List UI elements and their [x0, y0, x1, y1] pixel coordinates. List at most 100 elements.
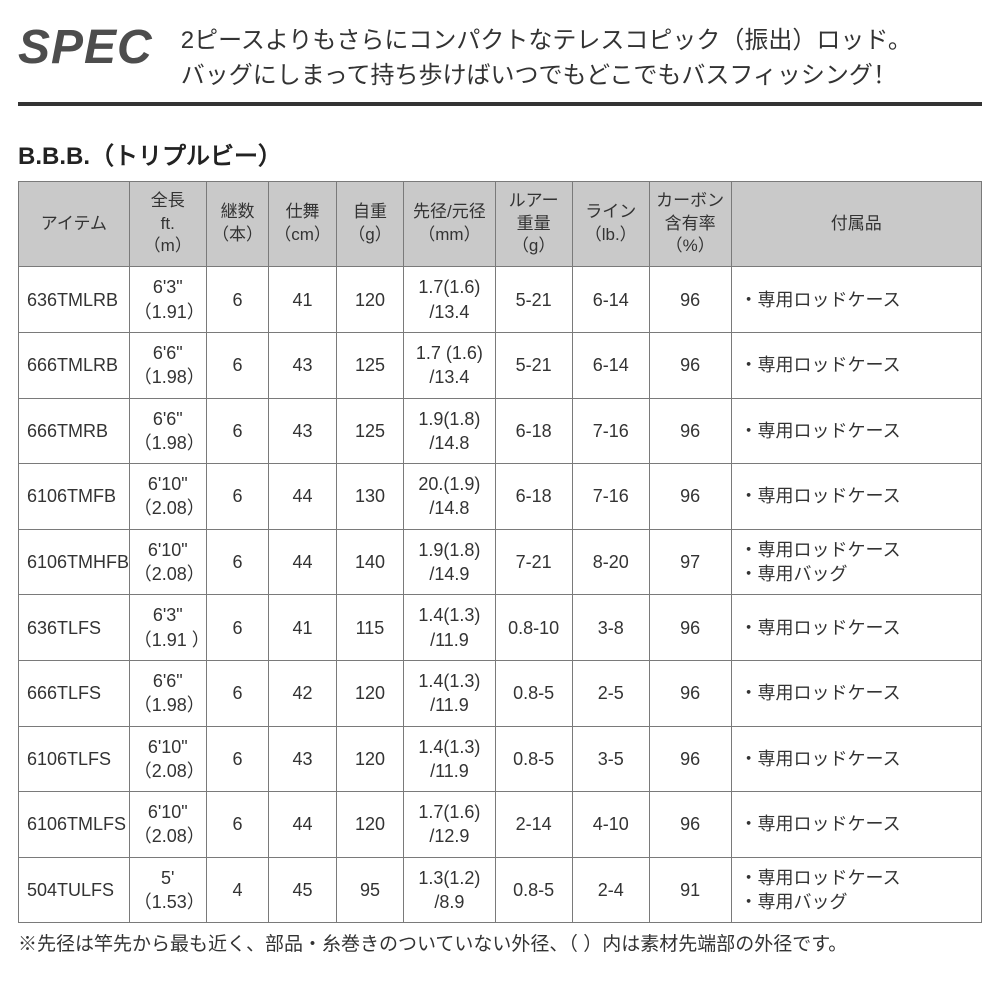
- cell-closed: 44: [269, 792, 336, 858]
- cell-line: 4-10: [572, 792, 649, 858]
- cell-pieces: 6: [206, 464, 269, 530]
- cell-length: 5'（1.53）: [129, 857, 206, 923]
- table-row: 666TLFS6'6"（1.98）6421201.4(1.3)/11.90.8-…: [19, 660, 982, 726]
- cell-pieces: 6: [206, 333, 269, 399]
- header: SPEC 2ピースよりもさらにコンパクトなテレスコピック（振出）ロッド。 バッグ…: [18, 20, 982, 106]
- page-description: 2ピースよりもさらにコンパクトなテレスコピック（振出）ロッド。 バッグにしまって…: [181, 20, 912, 94]
- cell-lure: 0.8-5: [495, 660, 572, 726]
- cell-closed: 42: [269, 660, 336, 726]
- cell-weight: 125: [336, 398, 403, 464]
- cell-line: 6-14: [572, 267, 649, 333]
- cell-pieces: 6: [206, 792, 269, 858]
- cell-weight: 125: [336, 333, 403, 399]
- cell-pieces: 4: [206, 857, 269, 923]
- cell-weight: 120: [336, 792, 403, 858]
- cell-line: 7-16: [572, 464, 649, 530]
- col-closed: 仕舞（cm）: [269, 181, 336, 267]
- table-row: 6106TMLFS6'10"（2.08）6441201.7(1.6)/12.92…: [19, 792, 982, 858]
- cell-item: 636TMLRB: [19, 267, 130, 333]
- cell-dia: 1.4(1.3)/11.9: [404, 660, 495, 726]
- table-row: 504TULFS5'（1.53）445951.3(1.2)/8.90.8-52-…: [19, 857, 982, 923]
- cell-lure: 7-21: [495, 529, 572, 595]
- desc-line-1: 2ピースよりもさらにコンパクトなテレスコピック（振出）ロッド。: [181, 27, 912, 54]
- cell-length: 6'10"（2.08）: [129, 792, 206, 858]
- cell-dia: 1.7 (1.6)/13.4: [404, 333, 495, 399]
- cell-item: 6106TMHFB: [19, 529, 130, 595]
- cell-closed: 43: [269, 398, 336, 464]
- cell-acc: ・専用ロッドケース: [731, 464, 981, 530]
- cell-closed: 41: [269, 595, 336, 661]
- cell-length: 6'3"（1.91 ）: [129, 595, 206, 661]
- cell-weight: 120: [336, 726, 403, 792]
- cell-length: 6'3"（1.91）: [129, 267, 206, 333]
- cell-dia: 1.4(1.3)/11.9: [404, 595, 495, 661]
- cell-line: 6-14: [572, 333, 649, 399]
- cell-length: 6'6"（1.98）: [129, 333, 206, 399]
- cell-line: 3-5: [572, 726, 649, 792]
- cell-item: 666TMLRB: [19, 333, 130, 399]
- cell-dia: 1.4(1.3)/11.9: [404, 726, 495, 792]
- cell-length: 6'6"（1.98）: [129, 398, 206, 464]
- col-acc: 付属品: [731, 181, 981, 267]
- cell-closed: 45: [269, 857, 336, 923]
- table-row: 666TMLRB6'6"（1.98）6431251.7 (1.6)/13.45-…: [19, 333, 982, 399]
- cell-line: 8-20: [572, 529, 649, 595]
- cell-dia: 20.(1.9)/14.8: [404, 464, 495, 530]
- col-carbon: カーボン含有率（%）: [649, 181, 731, 267]
- cell-carbon: 96: [649, 398, 731, 464]
- desc-line-2: バッグにしまって持ち歩けばいつでもどこでもバスフィッシング！: [181, 62, 897, 89]
- cell-acc: ・専用ロッドケース: [731, 333, 981, 399]
- table-row: 6106TLFS6'10"（2.08）6431201.4(1.3)/11.90.…: [19, 726, 982, 792]
- cell-carbon: 96: [649, 660, 731, 726]
- cell-closed: 43: [269, 333, 336, 399]
- cell-acc: ・専用ロッドケース: [731, 595, 981, 661]
- cell-item: 6106TLFS: [19, 726, 130, 792]
- cell-pieces: 6: [206, 398, 269, 464]
- cell-acc: ・専用ロッドケース: [731, 398, 981, 464]
- col-dia: 先径/元径（mm）: [404, 181, 495, 267]
- spec-table: アイテム全長ft.（m）継数（本）仕舞（cm）自重（g）先径/元径（mm）ルアー…: [18, 181, 982, 924]
- cell-dia: 1.9(1.8)/14.9: [404, 529, 495, 595]
- cell-acc: ・専用ロッドケース・専用バッグ: [731, 857, 981, 923]
- footnote: ※先径は竿先から最も近く、部品・糸巻きのついていない外径、（ ）内は素材先端部の…: [18, 929, 982, 956]
- cell-item: 666TMRB: [19, 398, 130, 464]
- cell-line: 2-5: [572, 660, 649, 726]
- cell-item: 6106TMFB: [19, 464, 130, 530]
- table-row: 6106TMHFB6'10"（2.08）6441401.9(1.8)/14.97…: [19, 529, 982, 595]
- cell-acc: ・専用ロッドケース: [731, 267, 981, 333]
- cell-pieces: 6: [206, 267, 269, 333]
- cell-lure: 6-18: [495, 464, 572, 530]
- cell-carbon: 91: [649, 857, 731, 923]
- col-length: 全長ft.（m）: [129, 181, 206, 267]
- cell-pieces: 6: [206, 529, 269, 595]
- cell-weight: 115: [336, 595, 403, 661]
- cell-carbon: 96: [649, 726, 731, 792]
- cell-line: 7-16: [572, 398, 649, 464]
- cell-lure: 6-18: [495, 398, 572, 464]
- table-row: 666TMRB6'6"（1.98）6431251.9(1.8)/14.86-18…: [19, 398, 982, 464]
- page-title: SPEC: [18, 20, 153, 72]
- cell-lure: 0.8-10: [495, 595, 572, 661]
- cell-weight: 120: [336, 660, 403, 726]
- col-lure: ルアー重量（g）: [495, 181, 572, 267]
- cell-weight: 95: [336, 857, 403, 923]
- cell-pieces: 6: [206, 726, 269, 792]
- cell-carbon: 96: [649, 464, 731, 530]
- cell-acc: ・専用ロッドケース: [731, 792, 981, 858]
- cell-lure: 0.8-5: [495, 726, 572, 792]
- cell-acc: ・専用ロッドケース: [731, 726, 981, 792]
- cell-length: 6'10"（2.08）: [129, 464, 206, 530]
- cell-item: 666TLFS: [19, 660, 130, 726]
- cell-lure: 2-14: [495, 792, 572, 858]
- product-subtitle: B.B.B.（トリプルビー）: [18, 136, 982, 171]
- cell-lure: 5-21: [495, 333, 572, 399]
- col-weight: 自重（g）: [336, 181, 403, 267]
- cell-closed: 41: [269, 267, 336, 333]
- cell-item: 636TLFS: [19, 595, 130, 661]
- cell-carbon: 96: [649, 333, 731, 399]
- cell-length: 6'10"（2.08）: [129, 726, 206, 792]
- cell-carbon: 97: [649, 529, 731, 595]
- cell-weight: 130: [336, 464, 403, 530]
- cell-lure: 0.8-5: [495, 857, 572, 923]
- cell-weight: 120: [336, 267, 403, 333]
